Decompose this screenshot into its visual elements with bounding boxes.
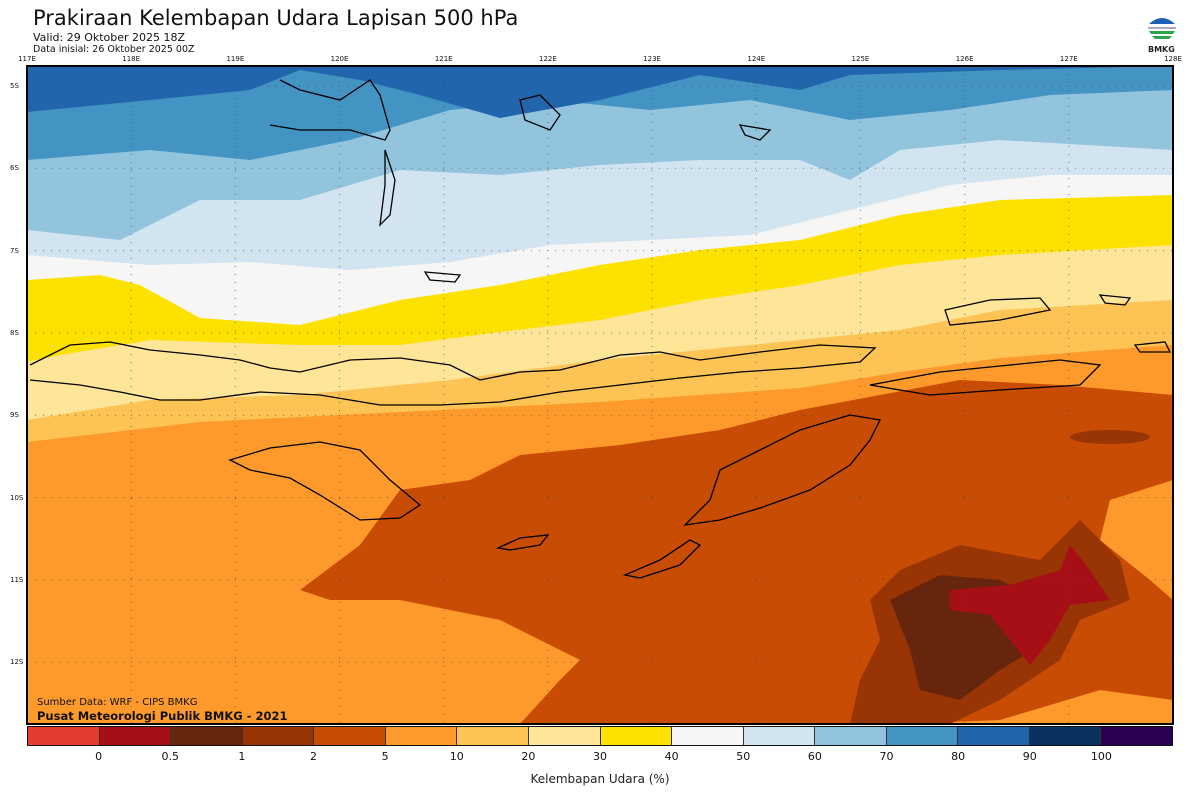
colorbar-swatch: [457, 727, 529, 745]
lat-tick-label: 10S: [10, 493, 24, 502]
colorbar-swatch: [672, 727, 744, 745]
lon-tick-label: 122E: [539, 55, 557, 63]
initial-data-time: Data inisial: 26 Oktober 2025 00Z: [33, 44, 195, 55]
colorbar-tick-label: 10: [449, 750, 464, 763]
colorbar-swatch: [600, 727, 673, 745]
colorbar-title: Kelembapan Udara (%): [530, 772, 670, 786]
colorbar-swatch: [528, 727, 601, 745]
colorbar-swatch: [99, 727, 172, 745]
organization-credit: Pusat Meteorologi Publik BMKG - 2021: [37, 709, 288, 723]
lon-tick-label: 127E: [1059, 55, 1078, 63]
valid-time: Valid: 29 Oktober 2025 18Z: [33, 31, 186, 44]
lon-tick-label: 123E: [643, 55, 661, 63]
colorbar-tick-label: 1: [238, 750, 246, 763]
colorbar-swatch: [314, 727, 386, 745]
lon-tick-label: 124E: [747, 55, 766, 63]
map-frame: [26, 65, 1174, 725]
bmkg-logo-icon: [1147, 13, 1177, 43]
lon-tick-label: 118E: [122, 55, 141, 63]
colorbar: [27, 726, 1173, 746]
lon-tick-label: 119E: [226, 55, 245, 63]
colorbar-swatch: [958, 727, 1030, 745]
colorbar-swatch: [28, 727, 100, 745]
colorbar-swatch: [385, 727, 458, 745]
coastlines: [29, 79, 1172, 579]
lon-tick-label: 121E: [434, 55, 453, 63]
colorbar-tick-label: 100: [1090, 750, 1112, 763]
colorbar-tick-label: 20: [521, 750, 536, 763]
colorbar-tick-label: 60: [807, 750, 822, 763]
colorbar-swatch: [1101, 727, 1172, 745]
colorbar-swatch: [743, 727, 816, 745]
logo-text: BMKG: [1148, 45, 1175, 54]
lon-tick-label: 120E: [330, 55, 349, 63]
colorbar-tick-label: 90: [1022, 750, 1037, 763]
lon-tick-label: 125E: [851, 55, 870, 63]
colorbar-swatch: [886, 727, 959, 745]
lat-tick-label: 6S: [10, 164, 19, 173]
lat-tick-label: 7S: [10, 246, 19, 255]
lat-tick-label: 11S: [10, 575, 24, 584]
colorbar-tick-label: 2: [310, 750, 317, 763]
band-2-5-patch: [1070, 430, 1150, 444]
graticule: [27, 66, 1173, 724]
data-source-credit: Sumber Data: WRF - CIPS BMKG: [37, 697, 198, 708]
colorbar-tick-label: 80: [951, 750, 966, 763]
lat-tick-label: 8S: [10, 328, 19, 337]
colorbar-tick-label: 30: [593, 750, 607, 763]
map-title: Prakiraan Kelembapan Udara Lapisan 500 h…: [33, 6, 519, 30]
humidity-map: [26, 65, 1174, 725]
colorbar-tick-label: 40: [664, 750, 679, 763]
colorbar-tick-label: 70: [879, 750, 894, 763]
colorbar-tick-label: 5: [381, 750, 389, 763]
colorbar-swatch: [171, 727, 243, 745]
band-80-90: [27, 66, 1173, 160]
band-90-100: [27, 66, 1173, 118]
lat-tick-label: 9S: [10, 411, 19, 420]
colorbar-tick-label: 0.5: [161, 750, 180, 763]
lon-tick-label: 117E: [18, 55, 36, 63]
band-0.5-1: [950, 545, 1110, 665]
lon-tick-label: 128E: [1164, 55, 1182, 63]
lat-tick-label: 5S: [10, 82, 19, 90]
colorbar-tick-label: 0: [95, 750, 103, 763]
colorbar-swatch: [815, 727, 887, 745]
lon-tick-label: 126E: [955, 55, 974, 63]
colorbar-tick-label: 50: [736, 750, 751, 763]
colorbar-swatch: [242, 727, 315, 745]
lat-tick-label: 12S: [10, 658, 24, 667]
colorbar-swatch: [1029, 727, 1102, 745]
